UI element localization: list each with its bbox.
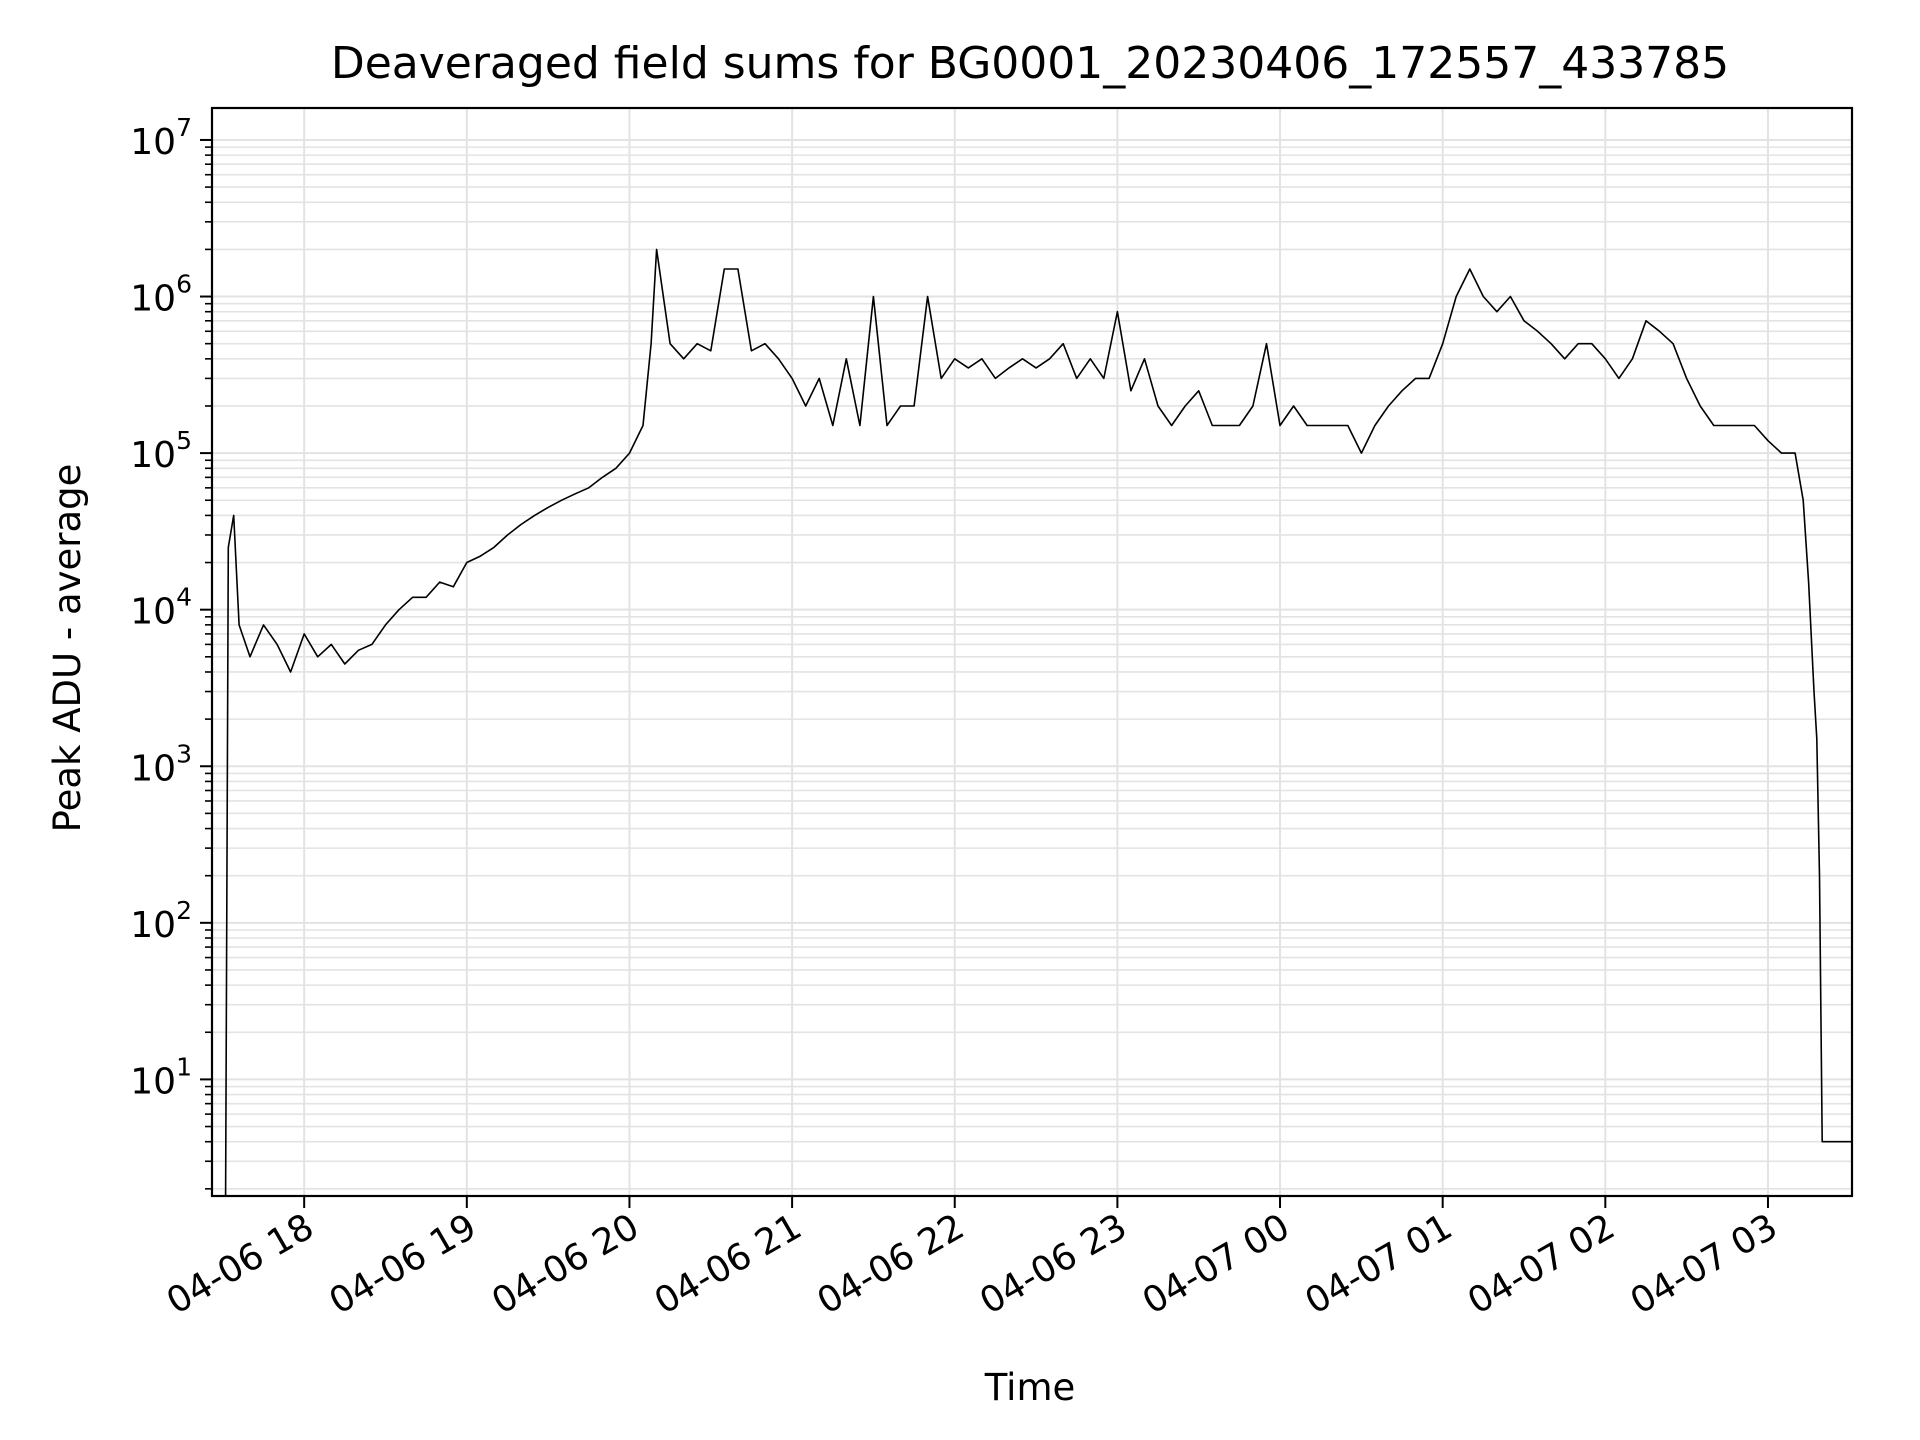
- x-tick-label: 04-07 00: [1136, 1206, 1297, 1322]
- y-tick-label: 102: [130, 896, 192, 946]
- y-tick-label: 105: [130, 426, 192, 476]
- series-layer: [224, 248, 1852, 1197]
- y-tick-label: 104: [130, 583, 192, 633]
- x-tick-label: 04-06 23: [973, 1206, 1134, 1322]
- x-axis-label: Time: [984, 1366, 1076, 1409]
- x-tick-label: 04-07 02: [1461, 1206, 1622, 1322]
- x-tick-label: 04-06 20: [485, 1206, 646, 1322]
- x-tick-label: 04-07 01: [1299, 1206, 1460, 1322]
- x-tick-label: 04-06 18: [160, 1206, 321, 1322]
- x-tick-label: 04-06 21: [648, 1206, 809, 1322]
- y-tick-label: 103: [130, 739, 192, 789]
- chart-title: Deaveraged field sums for BG0001_2023040…: [331, 38, 1729, 89]
- y-axis-label: Peak ADU - average: [46, 464, 89, 833]
- x-tick-label: 04-06 19: [323, 1206, 484, 1322]
- y-tick-label: 106: [130, 270, 192, 320]
- grid: [212, 108, 1852, 1196]
- y-tick-label: 101: [130, 1052, 192, 1102]
- x-tick-label: 04-06 22: [811, 1206, 972, 1322]
- y-tick-label: 107: [130, 113, 192, 163]
- series-line: [224, 248, 1852, 1197]
- plot-frame: [210, 106, 1854, 1198]
- x-tick-label: 04-07 03: [1624, 1206, 1785, 1322]
